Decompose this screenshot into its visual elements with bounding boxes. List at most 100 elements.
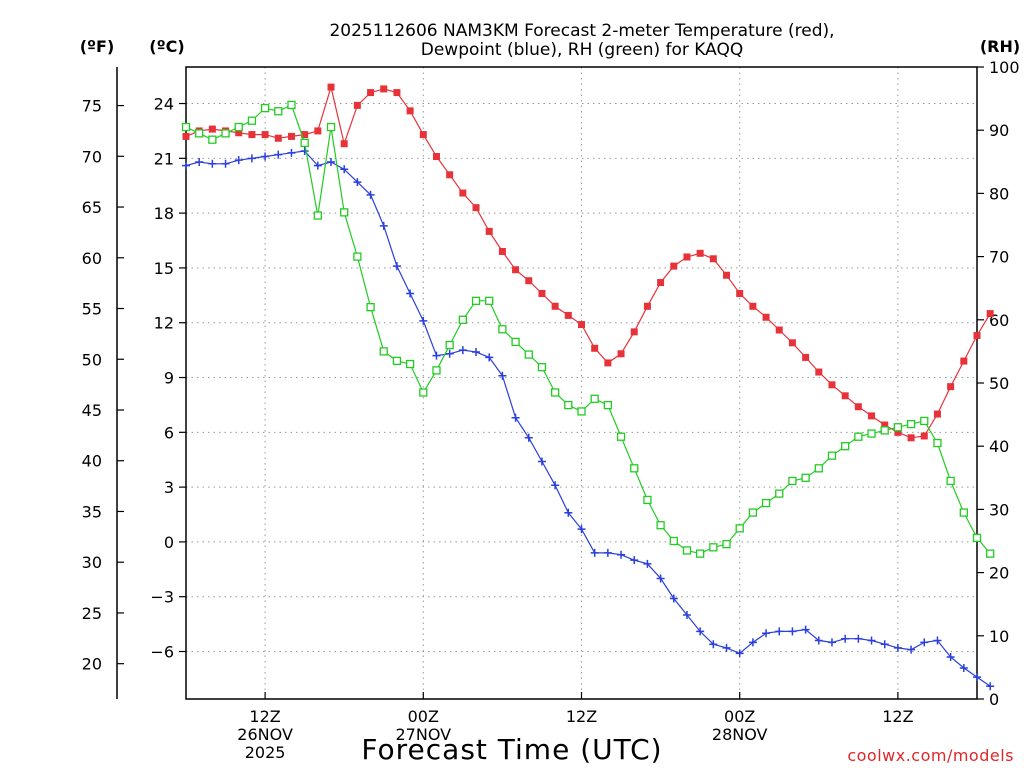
dewpoint-point xyxy=(630,556,639,565)
rh-point xyxy=(340,208,349,217)
dewpoint-point xyxy=(854,634,863,643)
rh-point xyxy=(841,442,850,451)
temperature-point xyxy=(683,253,691,261)
dewpoint-point xyxy=(907,645,916,654)
dewpoint-point xyxy=(682,610,691,619)
dewpoint-point xyxy=(498,371,507,380)
temperature-point xyxy=(854,403,862,411)
rh-point xyxy=(590,394,599,403)
rh-tick-label: 80 xyxy=(989,184,1009,203)
temperature-point xyxy=(208,125,216,133)
temperature-markers xyxy=(182,83,994,442)
fahrenheit-tick-label: 35 xyxy=(82,502,102,521)
rh-point xyxy=(696,549,705,558)
rh-point xyxy=(722,540,731,549)
credit-text: coolwx.com/models xyxy=(847,746,1014,765)
temperature-point xyxy=(868,412,876,420)
celsius-tick-label: −6 xyxy=(150,643,174,662)
temperature-point xyxy=(274,134,282,142)
dewpoint-point xyxy=(656,574,665,583)
x-tick-label: 27NOV xyxy=(396,725,452,744)
temperature-point xyxy=(551,302,559,310)
rh-tick-label: 60 xyxy=(989,311,1009,330)
rh-tick-label: 20 xyxy=(989,564,1009,583)
temperature-point xyxy=(657,279,665,287)
dewpoint-point xyxy=(234,156,243,165)
rh-point xyxy=(682,546,692,555)
rh-tick-label: 90 xyxy=(989,121,1009,140)
rh-point xyxy=(405,359,415,369)
dewpoint-point xyxy=(893,643,902,652)
axis-ticks: 24211815129630−3−67570656055504540353025… xyxy=(82,58,1020,709)
x-tick-label: 12Z xyxy=(249,707,280,726)
rh-point xyxy=(537,363,547,372)
dewpoint-point xyxy=(643,559,652,568)
rh-point xyxy=(366,303,375,312)
dewpoint-point xyxy=(617,550,626,559)
temperature-point xyxy=(472,204,480,212)
dewpoint-point xyxy=(353,178,362,187)
fahrenheit-tick-label: 20 xyxy=(82,655,102,674)
dewpoint-point xyxy=(366,190,375,199)
rh-tick-label: 70 xyxy=(989,248,1009,267)
rh-point xyxy=(669,536,678,546)
celsius-tick-label: −3 xyxy=(150,588,174,607)
celsius-tick-label: 0 xyxy=(164,533,174,552)
temperature-point xyxy=(301,131,309,139)
x-tick-label: 00Z xyxy=(408,707,439,726)
rh-point xyxy=(630,464,639,473)
dewpoint-point xyxy=(327,157,336,166)
celsius-tick-label: 9 xyxy=(164,369,174,388)
chart-title: 2025112606 NAM3KM Forecast 2-meter Tempe… xyxy=(329,21,834,41)
temperature-point xyxy=(630,328,638,336)
temperature-point xyxy=(380,85,388,93)
rh-point xyxy=(445,340,454,350)
temperature-point xyxy=(406,107,414,115)
temperature-point xyxy=(788,339,796,347)
rh-point xyxy=(972,533,982,542)
dewpoint-point xyxy=(590,548,599,557)
temperature-point xyxy=(512,266,520,274)
rh-point xyxy=(524,350,533,359)
dewpoint-point xyxy=(669,594,678,603)
temperature-point xyxy=(578,321,585,329)
rh-point xyxy=(775,489,784,498)
rh-point xyxy=(920,416,929,426)
rh-point xyxy=(827,451,837,460)
rh-point xyxy=(709,543,718,552)
rh-point xyxy=(867,429,876,438)
celsius-tick-label: 12 xyxy=(154,314,174,333)
dewpoint-point xyxy=(195,157,204,166)
fahrenheit-unit-label: (ºF) xyxy=(80,37,115,56)
dewpoint-point xyxy=(274,150,283,159)
dewpoint-point xyxy=(340,165,349,174)
grid xyxy=(186,67,977,699)
x-tick-label: 26NOV xyxy=(237,725,293,744)
dewpoint-point xyxy=(406,289,415,298)
rh-point xyxy=(906,419,916,429)
rh-point xyxy=(313,211,322,220)
celsius-tick-label: 18 xyxy=(154,204,174,223)
dewpoint-point xyxy=(722,643,731,652)
rh-markers xyxy=(181,100,995,558)
dewpoint-point xyxy=(300,147,309,156)
temperature-point xyxy=(340,140,348,148)
rh-line xyxy=(185,104,991,555)
rh-point xyxy=(471,296,481,305)
celsius-unit-label: (ºC) xyxy=(149,37,184,56)
dewpoint-point xyxy=(709,640,718,649)
rh-point xyxy=(577,407,586,416)
temperature-point xyxy=(287,132,295,140)
dewpoint-point xyxy=(827,638,836,647)
temperature-point xyxy=(947,383,955,391)
fahrenheit-tick-label: 45 xyxy=(82,401,102,420)
rh-tick-label: 0 xyxy=(989,690,999,709)
rh-tick-label: 40 xyxy=(989,437,1009,456)
rh-tick-label: 30 xyxy=(989,500,1009,519)
dewpoint-markers xyxy=(182,147,995,691)
rh-point xyxy=(458,315,468,324)
rh-point xyxy=(959,508,968,517)
rh-point xyxy=(761,498,771,508)
rh-point xyxy=(511,337,520,347)
